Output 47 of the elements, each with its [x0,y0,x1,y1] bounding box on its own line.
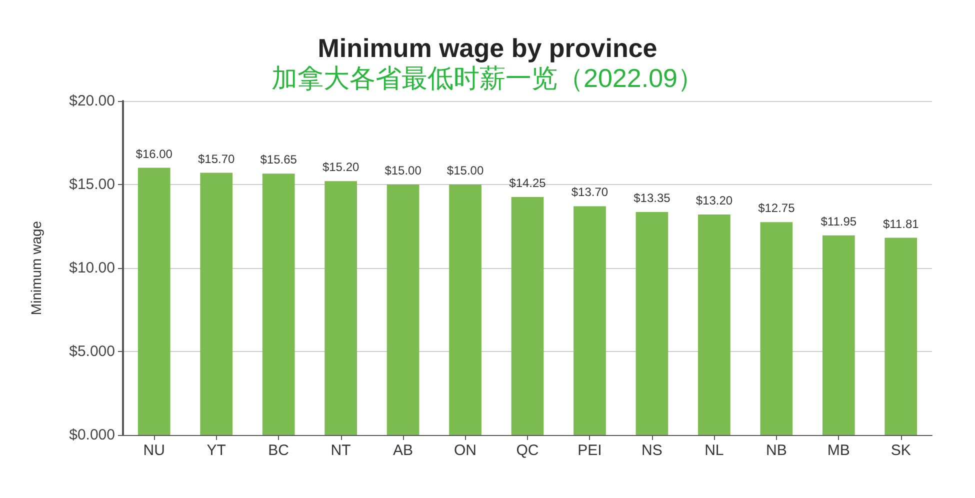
bar [884,238,918,435]
data-label: $15.65 [260,152,298,167]
x-tick-label: NB [766,442,787,459]
data-label: $15.00 [446,164,484,178]
x-tick-label: BC [268,442,290,459]
x-tick-label: NL [704,442,724,459]
bar [262,174,295,435]
x-tick-label: NS [642,442,662,459]
data-label: $15.70 [198,152,236,166]
x-tick-label: YT [206,442,226,459]
x-tick-label: NU [143,442,165,459]
bar [386,184,420,435]
y-tick-label: $5.000 [69,343,115,360]
bar [822,235,855,435]
bar [574,206,606,435]
bar [760,222,793,435]
data-label: $11.81 [882,216,920,231]
data-label: $14.25 [509,176,546,190]
data-label: $16.00 [136,146,173,161]
x-tick-label: PEI [578,442,602,459]
y-tick-label: $15.00 [69,176,115,193]
y-tick-label: $20.00 [69,92,115,110]
x-tick-label: ON [454,442,477,459]
bar [636,212,668,435]
x-tick-label: MB [827,442,850,459]
data-label: $13.70 [571,185,608,200]
data-label: $13.20 [696,194,733,208]
chart-subtitle: 加拿大各省最低时薪一览（2022.09） [272,63,704,93]
x-tick-label: NT [330,442,351,459]
x-tick-label: SK [890,442,911,459]
bar [200,172,233,435]
bar [449,184,482,435]
x-tick-label: AB [393,442,414,459]
data-label: $15.20 [322,160,360,174]
y-tick-label: $10.00 [69,260,115,276]
bar [511,197,544,435]
y-tick-label: $0.000 [69,426,115,444]
data-label: $11.95 [820,214,857,228]
chart-title: Minimum wage by province [318,33,658,63]
data-label: $13.35 [634,191,671,206]
bar [138,168,170,435]
data-label: $15.00 [384,164,422,178]
x-tick-label: QC [516,442,539,459]
bar [324,181,357,435]
y-axis-title: Minimum wage [28,220,44,316]
data-label: $12.75 [758,201,796,216]
bar [698,214,730,435]
